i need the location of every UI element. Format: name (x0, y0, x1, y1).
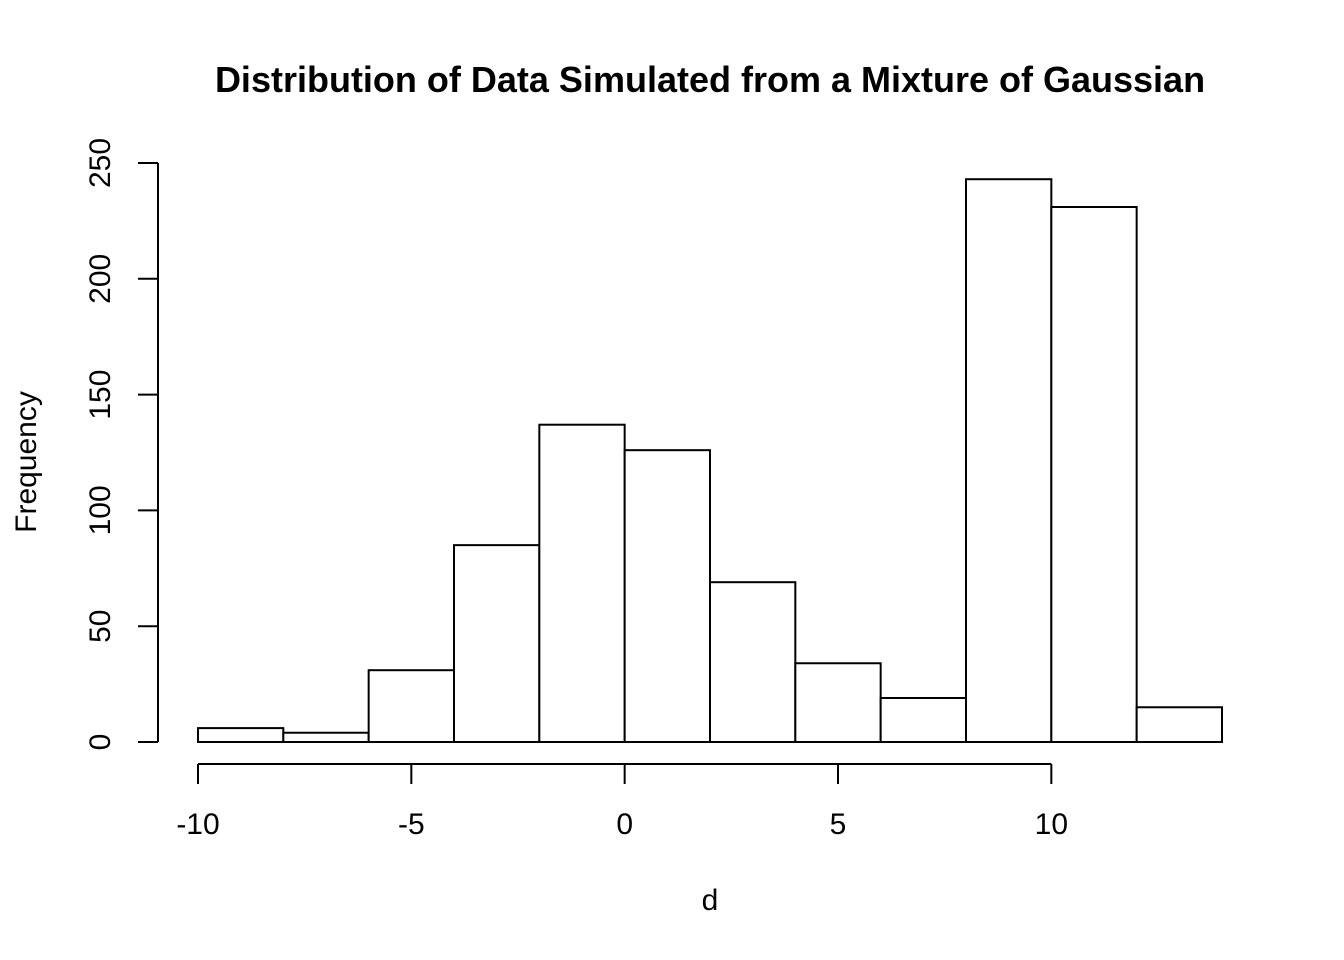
y-tick-label: 200 (84, 254, 117, 304)
histogram-bar-9 (965, 178, 1053, 744)
bars-layer (197, 178, 1223, 744)
histogram-bar-11 (1135, 706, 1223, 744)
x-tick-label: 0 (616, 808, 633, 841)
histogram-bar-8 (879, 696, 968, 743)
histogram-bar-3 (453, 544, 541, 744)
y-tick-label: 150 (84, 370, 117, 420)
x-tick-label: 10 (1035, 808, 1068, 841)
histogram-bar-0 (197, 727, 285, 744)
x-tick-label: -5 (398, 808, 425, 841)
histogram-bar-4 (538, 423, 626, 743)
x-tick-label: -10 (176, 808, 219, 841)
histogram-bar-5 (623, 449, 712, 743)
histogram-bar-2 (367, 669, 455, 743)
chart-title: Distribution of Data Simulated from a Mi… (215, 59, 1205, 100)
histogram-bar-10 (1050, 206, 1138, 743)
histogram-bar-7 (794, 662, 882, 743)
histogram-bar-6 (709, 581, 797, 743)
y-tick-label: 100 (84, 485, 117, 535)
y-tick-label: 250 (84, 138, 117, 188)
y-tick-label: 50 (84, 610, 117, 643)
x-axis: -10 -5 0 5 10 (176, 763, 1068, 841)
x-axis-label: d (702, 884, 719, 917)
y-tick-label: 0 (84, 734, 117, 751)
y-axis: 0 50 100 150 200 250 (84, 138, 159, 751)
y-axis-label: Frequency (10, 391, 43, 533)
histogram-bar-1 (282, 731, 370, 744)
x-tick-label: 5 (830, 808, 847, 841)
